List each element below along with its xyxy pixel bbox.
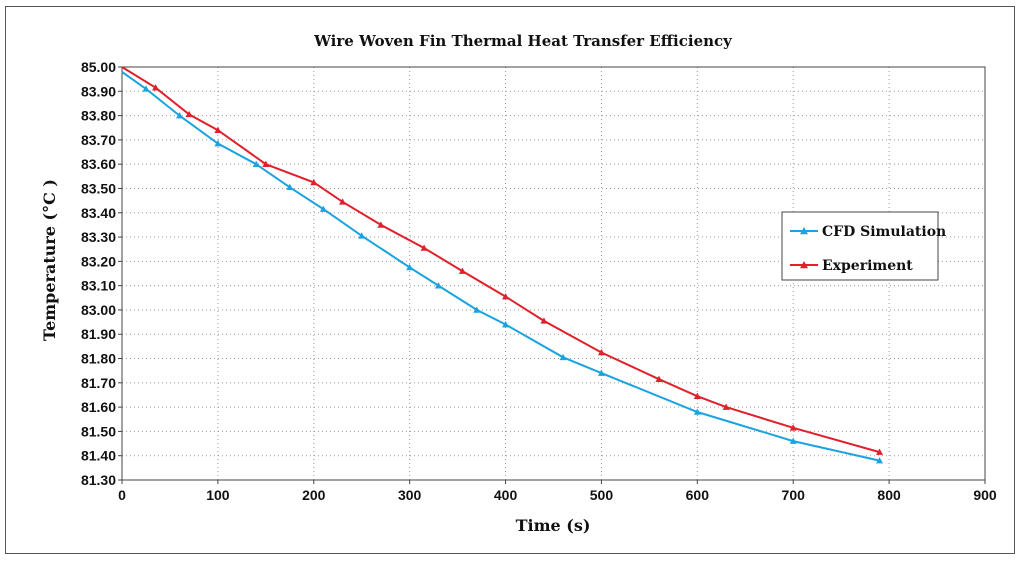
data-point-cfd-simulation	[286, 183, 294, 191]
y-axis-label: Temperature (°C )	[40, 179, 59, 341]
x-tick-label: 200	[302, 487, 326, 503]
data-point-experiment	[339, 198, 347, 205]
y-tick-label: 83.20	[81, 253, 116, 269]
y-axis: 85.00 83.90 83.80 83.70 83.60 83.50 83.40 83.30…	[81, 59, 122, 488]
data-point-experiment	[185, 110, 193, 118]
x-tick-label: 800	[877, 487, 901, 503]
y-tick-label: 83.50	[81, 180, 116, 196]
y-tick-label: 81.70	[81, 375, 116, 391]
y-tick-label: 83.10	[81, 278, 116, 294]
series-cfd-simulation	[121, 71, 884, 464]
y-tick-label: 83.00	[81, 302, 116, 318]
data-point-cfd-simulation	[473, 306, 481, 313]
y-tick-label: 81.90	[81, 326, 116, 342]
legend: CFD Simulation Experiment	[781, 211, 946, 281]
data-point-cfd-simulation	[434, 282, 442, 289]
x-tick-label: 700	[782, 487, 806, 503]
legend-marker-cfd-simulation	[800, 227, 808, 235]
data-point-cfd-simulation	[693, 408, 701, 415]
x-axis-label: Time (s)	[516, 516, 591, 535]
y-tick-label: 83.80	[81, 108, 116, 124]
data-point-experiment	[722, 403, 730, 410]
data-point-experiment	[876, 448, 884, 455]
data-point-cfd-simulation	[406, 263, 414, 271]
data-point-cfd-simulation	[319, 205, 327, 212]
x-tick-label: 0	[118, 487, 126, 503]
x-axis: 0 100 200 300 400 500 600 700 800 900	[118, 480, 997, 503]
data-point-experiment	[540, 317, 548, 324]
data-point-experiment	[310, 178, 318, 186]
data-point-experiment	[214, 126, 222, 133]
data-point-cfd-simulation	[358, 232, 366, 239]
chart-title: Wire Woven Fin Thermal Heat Transfer Eff…	[313, 32, 733, 50]
y-tick-label: 83.90	[81, 83, 116, 99]
data-point-cfd-simulation	[252, 160, 260, 167]
data-point-experiment	[597, 348, 605, 356]
data-point-experiment	[655, 375, 663, 382]
data-point-experiment	[262, 160, 270, 167]
data-point-experiment	[152, 84, 160, 91]
y-tick-label: 83.40	[81, 205, 116, 221]
y-tick-label: 81.80	[81, 351, 116, 367]
data-point-cfd-simulation	[502, 321, 510, 328]
y-tick-label: 83.70	[81, 132, 116, 148]
data-point-cfd-simulation	[142, 85, 150, 92]
data-point-cfd-simulation	[176, 112, 184, 119]
plot-area	[121, 66, 986, 481]
y-tick-label: 83.30	[81, 229, 116, 245]
x-tick-label: 900	[973, 487, 997, 503]
data-point-cfd-simulation	[876, 457, 884, 464]
y-tick-label: 81.60	[81, 399, 116, 415]
legend-marker-experiment	[800, 261, 808, 269]
x-tick-label: 500	[590, 487, 614, 503]
x-tick-label: 600	[686, 487, 710, 503]
y-tick-label: 83.60	[81, 156, 116, 172]
data-point-cfd-simulation	[559, 353, 567, 361]
data-point-experiment	[502, 293, 510, 300]
data-point-experiment	[789, 424, 797, 431]
data-point-experiment	[693, 392, 701, 399]
y-tick-label: 85.00	[81, 59, 116, 75]
data-point-cfd-simulation	[789, 437, 797, 444]
y-tick-label: 81.40	[81, 448, 116, 464]
data-point-cfd-simulation	[214, 140, 222, 147]
data-point-experiment	[458, 267, 466, 274]
series-group	[121, 66, 884, 464]
legend-box	[781, 211, 939, 281]
series-experiment	[121, 66, 884, 455]
series-line-cfd-simulation	[121, 71, 880, 462]
legend-label-cfd-simulation: CFD Simulation	[822, 224, 946, 240]
series-line-experiment	[121, 66, 880, 454]
data-point-experiment	[420, 244, 428, 251]
x-tick-label: 300	[398, 487, 422, 503]
legend-label-experiment: Experiment	[822, 258, 913, 274]
y-tick-label: 81.30	[81, 472, 116, 488]
data-point-experiment	[377, 221, 385, 228]
y-tick-label: 81.50	[81, 423, 116, 439]
x-tick-label: 100	[206, 487, 230, 503]
x-tick-label: 400	[494, 487, 518, 503]
grid-lines	[122, 67, 985, 480]
data-point-cfd-simulation	[597, 369, 605, 376]
